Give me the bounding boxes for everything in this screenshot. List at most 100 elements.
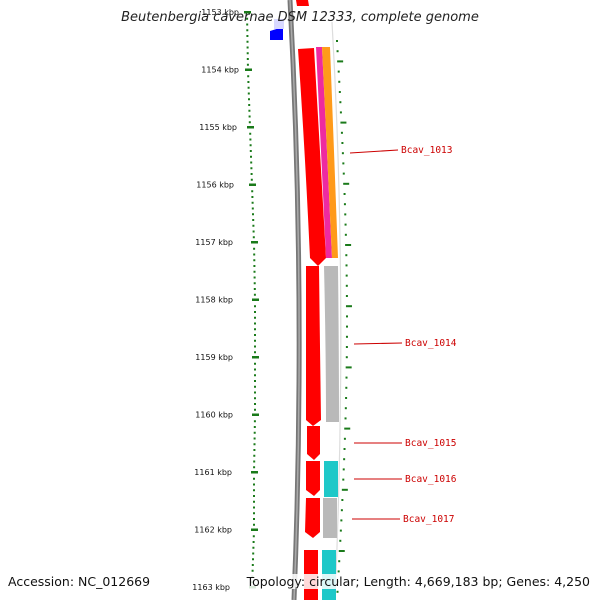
minor-tick	[252, 558, 254, 561]
minor-tick	[252, 535, 255, 538]
genome-title: Beutenbergia cavernae DSM 12333, complet…	[121, 10, 479, 25]
tick-label: 1155 kbp	[199, 123, 237, 132]
scale-tick	[340, 509, 343, 512]
stripe-orange	[322, 47, 338, 258]
minor-tick	[252, 219, 255, 221]
minor-tick	[252, 546, 255, 549]
scale-tick	[344, 223, 347, 226]
minor-tick	[253, 420, 256, 423]
major-tick	[245, 68, 252, 71]
minor-tick	[253, 449, 256, 451]
scale-tick	[339, 539, 342, 542]
minor-tick	[253, 293, 256, 296]
major-tick	[252, 413, 259, 416]
minor-tick	[253, 483, 255, 486]
minor-tick	[253, 489, 255, 492]
tick-label: 1153 kbp	[201, 8, 239, 17]
major-tick	[251, 241, 258, 244]
minor-tick	[251, 207, 254, 210]
scale-tick	[344, 427, 351, 430]
minor-tick	[253, 247, 256, 250]
gene-feature-1016	[306, 461, 320, 496]
minor-tick	[249, 132, 252, 135]
tick-label: 1160 kbp	[195, 411, 233, 420]
scale-tick	[340, 131, 343, 134]
minor-tick	[254, 391, 256, 394]
gene-feature-1013	[298, 48, 326, 266]
scale-tick	[339, 529, 342, 532]
scale-tick	[345, 386, 348, 389]
gray-block-1017	[323, 498, 337, 538]
minor-tick	[254, 334, 256, 336]
scale-tick	[340, 519, 343, 522]
minor-tick	[247, 81, 250, 83]
scale-tick	[342, 468, 345, 471]
major-tick	[244, 11, 251, 14]
scale-tick	[338, 550, 345, 552]
minor-tick	[254, 368, 256, 371]
minor-tick	[252, 224, 255, 227]
minor-tick	[254, 351, 256, 354]
minor-tick	[251, 190, 254, 193]
minor-tick	[246, 52, 249, 55]
scale-tick	[345, 325, 348, 328]
gene-feature-1015	[307, 426, 320, 460]
minor-tick	[251, 201, 254, 204]
minor-tick	[251, 569, 254, 572]
minor-tick	[248, 109, 251, 112]
minor-tick	[249, 150, 252, 152]
scale-tick	[339, 101, 342, 104]
scale-tick	[343, 203, 346, 206]
scale-tick	[341, 142, 344, 144]
tick-label: 1161 kbp	[194, 468, 232, 477]
minor-tick	[254, 328, 256, 331]
minor-tick	[253, 506, 255, 509]
minor-tick	[251, 564, 254, 566]
topology-label: Topology: circular; Length: 4,669,183 bp…	[246, 574, 590, 589]
minor-tick	[250, 155, 252, 158]
scale-tick	[341, 152, 344, 155]
gene-label: Bcav_1016	[405, 474, 457, 485]
minor-tick	[254, 305, 256, 308]
blue-feature-shadow	[274, 19, 284, 29]
scale-tick	[343, 182, 350, 185]
minor-tick	[248, 121, 251, 124]
minor-tick	[248, 98, 250, 101]
scale-tick	[345, 284, 348, 287]
minor-tick	[250, 161, 253, 164]
scale-tick	[337, 570, 340, 573]
gene-label-leader	[353, 342, 403, 345]
gene-feature-1017	[305, 498, 320, 538]
minor-tick	[250, 178, 253, 181]
minor-tick	[254, 316, 256, 319]
scale-tick	[345, 335, 348, 338]
minor-tick	[250, 167, 253, 170]
scale-tick	[338, 91, 341, 93]
tick-label: 1163 kbp	[192, 583, 230, 592]
scale-tick	[338, 560, 341, 563]
minor-tick	[253, 495, 255, 497]
major-tick	[251, 528, 258, 531]
minor-tick	[253, 276, 256, 279]
minor-tick	[247, 86, 250, 89]
minor-tick	[254, 380, 256, 382]
minor-tick	[253, 253, 256, 256]
minor-tick	[254, 385, 256, 388]
minor-tick	[249, 144, 252, 147]
minor-tick	[253, 282, 256, 285]
minor-tick	[253, 265, 256, 267]
minor-tick	[253, 512, 255, 515]
minor-tick	[253, 437, 256, 440]
scale-tick	[338, 80, 341, 83]
minor-tick	[254, 374, 256, 377]
gene-label-leader	[349, 149, 399, 154]
minor-tick	[253, 288, 256, 290]
minor-tick	[252, 541, 255, 543]
scale-tick	[336, 590, 339, 593]
tick-label: 1158 kbp	[195, 296, 233, 305]
minor-tick	[246, 40, 249, 43]
minor-tick	[252, 213, 254, 216]
scale-tick	[345, 346, 348, 348]
